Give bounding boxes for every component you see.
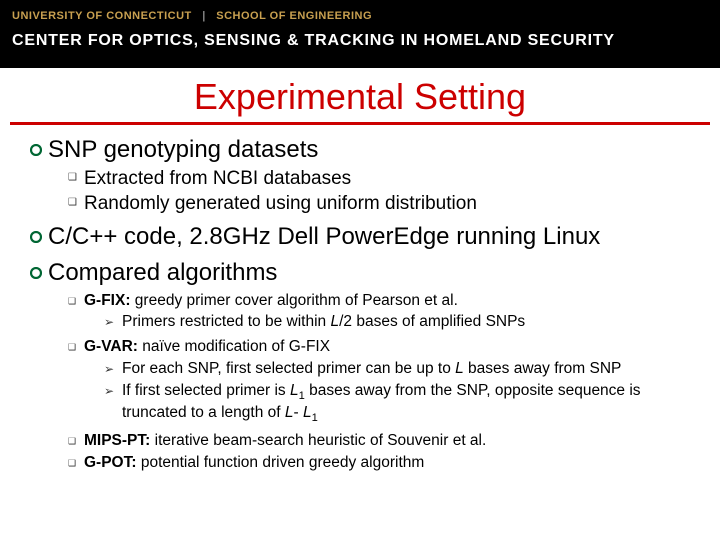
square-bullet-icon: ❑ — [68, 458, 84, 469]
bullet-text: Randomly generated using uniform distrib… — [84, 192, 477, 216]
bullet-text: If first selected primer is L1 bases awa… — [122, 381, 690, 426]
slide-title: Experimental Setting — [0, 68, 720, 122]
bullet-level3: ➢Primers restricted to be within L/2 bas… — [104, 312, 525, 332]
bullet-text: C/C++ code, 2.8GHz Dell PowerEdge runnin… — [48, 222, 600, 252]
bullet-level2-small: ❑MIPS-PT: iterative beam-search heuristi… — [68, 431, 690, 451]
square-bullet-icon: ❑ — [68, 342, 84, 353]
title-underline — [10, 122, 710, 125]
arrow-bullet-icon: ➢ — [104, 362, 122, 377]
circle-bullet-icon — [30, 144, 48, 156]
bullet-text: For each SNP, first selected primer can … — [122, 359, 621, 379]
bullet-level3: ➢If first selected primer is L1 bases aw… — [104, 381, 690, 426]
bullet-level1: C/C++ code, 2.8GHz Dell PowerEdge runnin… — [30, 222, 690, 252]
bullet-level2: ❑Randomly generated using uniform distri… — [68, 192, 690, 216]
bullet-level3: ➢For each SNP, first selected primer can… — [104, 359, 690, 379]
square-bullet-icon: ❑ — [68, 172, 84, 183]
square-bullet-icon: ❑ — [68, 436, 84, 447]
bullet-text: G-FIX: greedy primer cover algorithm of … — [84, 291, 525, 335]
bullet-level1: SNP genotyping datasets❑Extracted from N… — [30, 135, 690, 216]
arrow-bullet-icon: ➢ — [104, 384, 122, 399]
bullet-level2-small: ❑G-VAR: naïve modification of G-FIX➢For … — [68, 337, 690, 427]
bullet-level2-small: ❑G-POT: potential function driven greedy… — [68, 453, 690, 473]
bullet-level2-small: ❑G-FIX: greedy primer cover algorithm of… — [68, 291, 690, 335]
org-university: UNIVERSITY OF CONNECTICUT — [12, 10, 192, 22]
center-name: CENTER FOR OPTICS, SENSING & TRACKING IN… — [12, 32, 708, 50]
circle-bullet-icon — [30, 231, 48, 243]
bullet-text: Extracted from NCBI databases — [84, 167, 351, 191]
square-bullet-icon: ❑ — [68, 197, 84, 208]
circle-bullet-icon — [30, 267, 48, 279]
bullet-text: G-VAR: naïve modification of G-FIX➢For e… — [84, 337, 690, 427]
bullet-level2: ❑Extracted from NCBI databases — [68, 167, 690, 191]
banner-top-line: UNIVERSITY OF CONNECTICUT | SCHOOL OF EN… — [12, 6, 708, 24]
bullet-text: MIPS-PT: iterative beam-search heuristic… — [84, 431, 486, 451]
bullet-level1: Compared algorithms❑G-FIX: greedy primer… — [30, 258, 690, 474]
org-school: SCHOOL OF ENGINEERING — [216, 10, 372, 22]
slide-content: SNP genotyping datasets❑Extracted from N… — [0, 135, 720, 473]
bullet-text: SNP genotyping datasets — [48, 135, 318, 165]
bullet-text: Compared algorithms — [48, 258, 277, 288]
banner-separator: | — [202, 10, 206, 22]
arrow-bullet-icon: ➢ — [104, 315, 122, 330]
square-bullet-icon: ❑ — [68, 296, 84, 307]
bullet-text: Primers restricted to be within L/2 base… — [122, 312, 525, 332]
bullet-text: G-POT: potential function driven greedy … — [84, 453, 424, 473]
header-banner: UNIVERSITY OF CONNECTICUT | SCHOOL OF EN… — [0, 0, 720, 68]
